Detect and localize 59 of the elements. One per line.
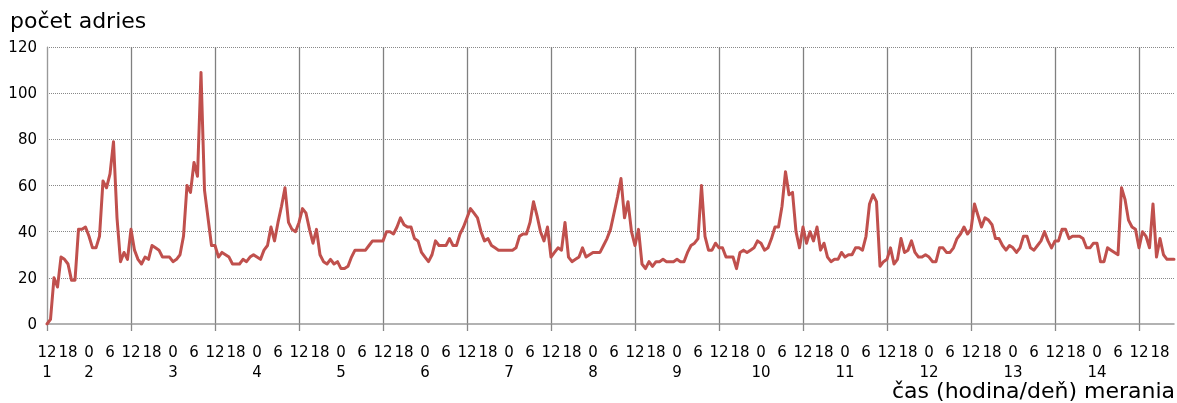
x-tick-label: 6 (525, 343, 535, 361)
x-tick-label: 18 (646, 343, 666, 361)
x-tick-label: 12 (541, 343, 561, 361)
x-tick-label: 6 (189, 343, 199, 361)
x-tick-label: 6 (273, 343, 283, 361)
x-tick-label: 0 4 (252, 343, 262, 381)
x-tick-label: 12 (961, 343, 981, 361)
x-tick-label: 6 (609, 343, 619, 361)
x-tick-label: 12 (1129, 343, 1149, 361)
y-tick-label: 80 (17, 130, 37, 149)
x-tick-label: 12 1 (37, 343, 57, 381)
x-tick-label: 18 (1066, 343, 1086, 361)
x-tick-label: 0 6 (420, 343, 430, 381)
y-tick-label: 120 (8, 38, 37, 56)
x-tick-label: 6 (1029, 343, 1039, 361)
x-tick-label: 0 11 (835, 343, 855, 381)
x-tick-label: 12 (121, 343, 141, 361)
x-tick-label: 12 (205, 343, 225, 361)
x-tick-label: 6 (105, 343, 115, 361)
y-tick-label: 20 (17, 268, 37, 287)
x-tick-label: 0 10 (751, 343, 771, 381)
y-axis-title: počet adries (10, 7, 147, 33)
x-tick-label: 18 (982, 343, 1002, 361)
x-tick-label: 18 (1150, 343, 1170, 361)
x-tick-label: 0 5 (336, 343, 346, 381)
y-tick-label: 0 (27, 315, 37, 333)
x-tick-label: 12 (625, 343, 645, 361)
x-tick-label: 0 7 (504, 343, 514, 381)
x-tick-label: 18 (730, 343, 750, 361)
x-tick-label: 18 (898, 343, 918, 361)
x-tick-label: 12 (877, 343, 897, 361)
y-tick-label: 100 (8, 84, 37, 103)
x-tick-label: 18 (394, 343, 414, 361)
x-tick-label: 6 (1113, 343, 1123, 361)
y-tick-label: 40 (17, 222, 37, 241)
x-tick-label: 6 (441, 343, 451, 361)
x-tick-label: 12 (793, 343, 813, 361)
x-tick-label: 18 (814, 343, 834, 361)
x-tick-label: 18 (226, 343, 246, 361)
x-tick-label: 18 (478, 343, 498, 361)
x-tick-label: 12 (289, 343, 309, 361)
x-tick-label: 0 3 (168, 343, 178, 381)
x-tick-label: 6 (777, 343, 787, 361)
x-tick-label: 0 9 (672, 343, 682, 381)
x-tick-label: 12 (373, 343, 393, 361)
y-tick-label: 60 (17, 176, 37, 195)
x-tick-label: 0 2 (84, 343, 94, 381)
x-tick-label: 12 (457, 343, 477, 361)
x-tick-label: 18 (142, 343, 162, 361)
x-tick-label: 18 (562, 343, 582, 361)
x-tick-label: 6 (693, 343, 703, 361)
x-tick-label: 6 (861, 343, 871, 361)
x-tick-label: 18 (310, 343, 330, 361)
x-tick-label: 6 (357, 343, 367, 361)
x-tick-label: 18 (58, 343, 78, 361)
x-tick-label: 6 (945, 343, 955, 361)
x-tick-label: 0 8 (588, 343, 598, 381)
x-tick-label: 12 (1045, 343, 1065, 361)
x-tick-label: 12 (709, 343, 729, 361)
